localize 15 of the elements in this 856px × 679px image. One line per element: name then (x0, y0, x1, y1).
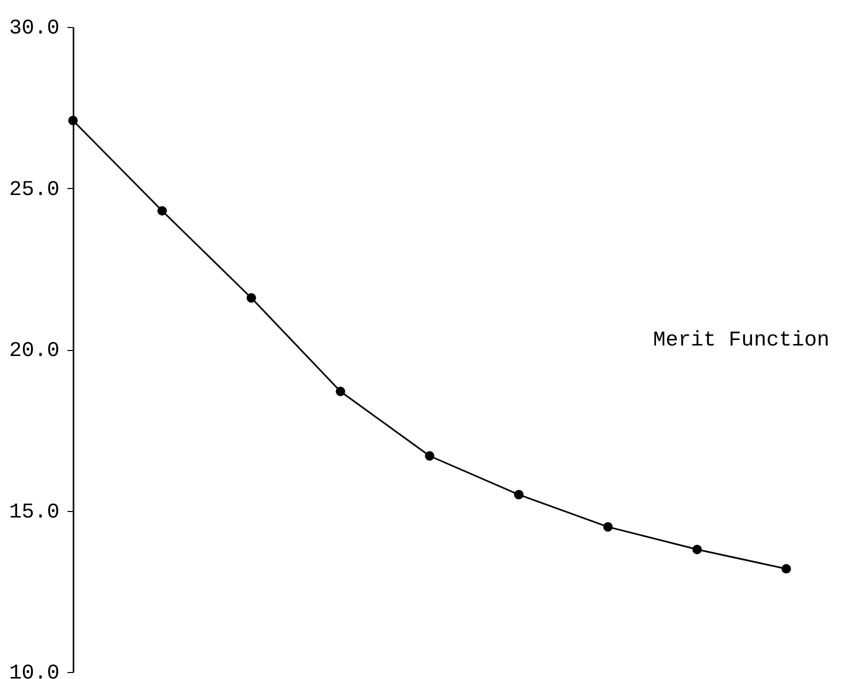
point (424, 451, 434, 461)
y-tick-label: 25.0 (9, 178, 60, 202)
point (782, 564, 791, 574)
point (246, 293, 256, 303)
y-tick-label: 20.0 (9, 340, 60, 363)
point (603, 522, 613, 532)
y-tick-label: 30.0 (9, 18, 60, 40)
point (157, 206, 167, 216)
y-tick-label: 15.0 (9, 501, 60, 524)
y-tick-label: 10.0 (9, 662, 60, 679)
point (514, 490, 524, 500)
point (692, 544, 702, 554)
point (336, 386, 346, 396)
point (68, 116, 78, 126)
annotation: Merit Function (653, 330, 830, 352)
